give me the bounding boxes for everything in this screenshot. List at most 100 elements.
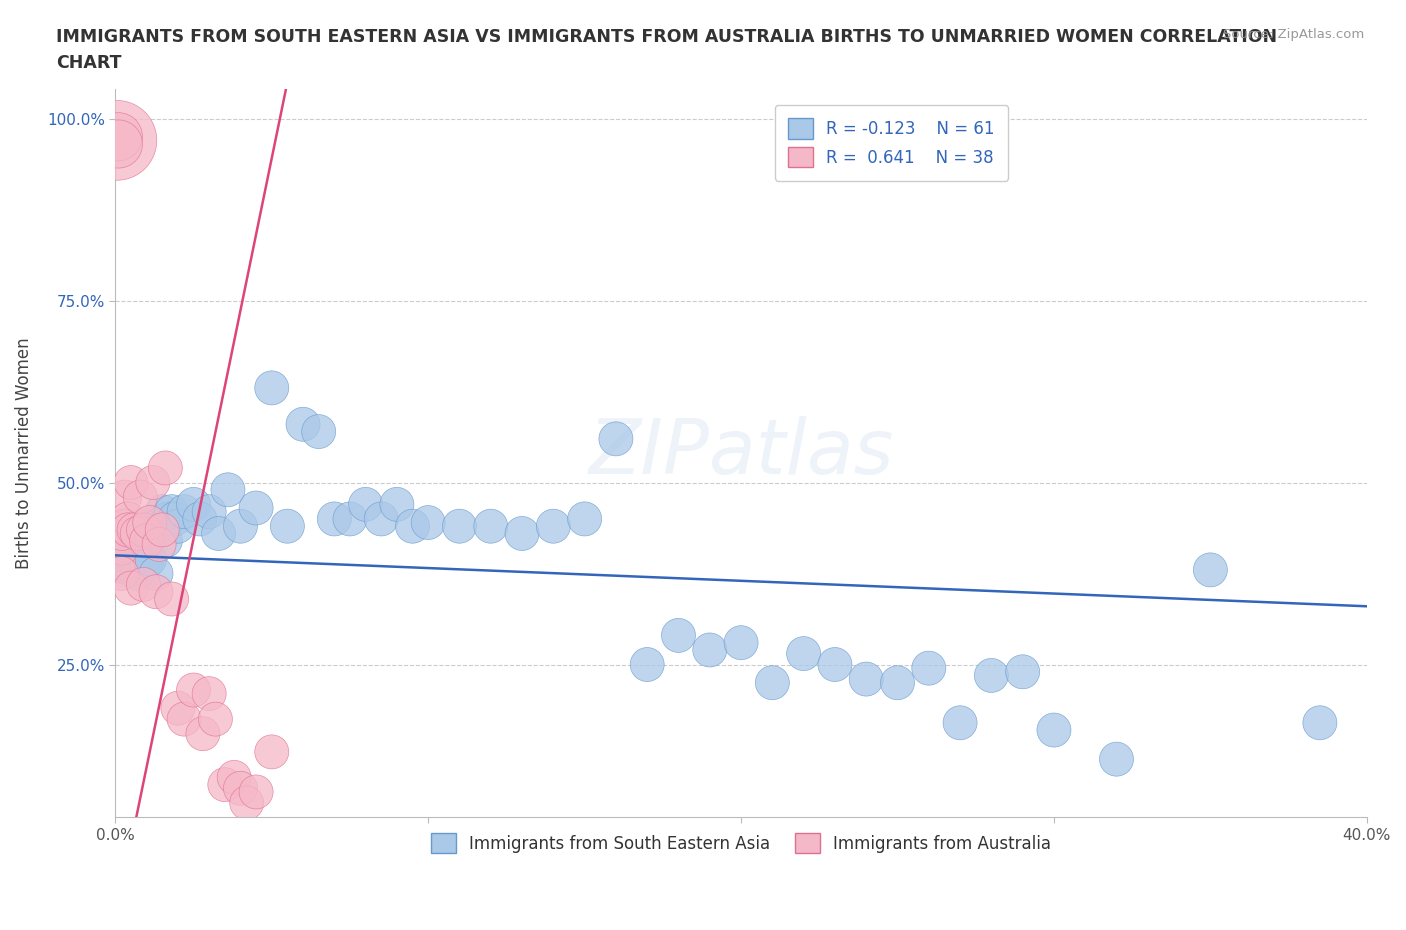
Point [107, 137, 129, 152]
Point [120, 580, 142, 595]
Point [107, 129, 129, 144]
Point [157, 512, 180, 526]
Point [886, 675, 908, 690]
Point [543, 519, 565, 534]
Point [142, 526, 165, 541]
Point [1043, 723, 1066, 737]
Point [207, 526, 229, 541]
Point [214, 777, 236, 792]
Point [110, 566, 132, 581]
Point [1309, 715, 1331, 730]
Point [418, 515, 440, 530]
Point [122, 551, 145, 566]
Point [229, 519, 252, 534]
Point [260, 744, 283, 759]
Point [160, 591, 183, 606]
Point [173, 711, 195, 726]
Point [191, 726, 214, 741]
Point [114, 519, 136, 534]
Point [145, 584, 167, 599]
Point [385, 497, 408, 512]
Point [449, 519, 471, 534]
Point [163, 512, 186, 526]
Point [699, 643, 721, 658]
Point [824, 658, 846, 672]
Point [1105, 751, 1128, 766]
Point [132, 519, 155, 534]
Point [160, 504, 183, 519]
Point [110, 526, 132, 541]
Point [155, 460, 177, 475]
Point [668, 628, 690, 643]
Point [793, 646, 815, 661]
Point [114, 489, 136, 504]
Point [605, 432, 627, 446]
Point [354, 497, 377, 512]
Y-axis label: Births to Unmarried Women: Births to Unmarried Women [15, 338, 32, 569]
Point [636, 658, 658, 672]
Point [167, 701, 190, 716]
Point [339, 512, 361, 526]
Point [155, 533, 177, 548]
Point [167, 519, 190, 534]
Point [401, 519, 423, 534]
Point [183, 497, 205, 512]
Point [188, 512, 211, 526]
Point [127, 566, 149, 581]
Point [198, 504, 221, 519]
Point [855, 671, 877, 686]
Point [145, 566, 167, 581]
Point [135, 555, 157, 570]
Point [173, 504, 195, 519]
Point [276, 519, 298, 534]
Point [132, 523, 155, 538]
Point [110, 559, 132, 574]
Point [117, 555, 139, 570]
Point [510, 526, 533, 541]
Point [918, 660, 941, 675]
Point [107, 555, 129, 570]
Point [730, 635, 752, 650]
Point [117, 512, 139, 526]
Point [204, 711, 226, 726]
Legend: Immigrants from South Eastern Asia, Immigrants from Australia: Immigrants from South Eastern Asia, Immi… [425, 827, 1059, 860]
Point [198, 686, 221, 701]
Point [183, 683, 205, 698]
Point [370, 512, 392, 526]
Point [110, 540, 132, 555]
Point [129, 537, 152, 551]
Point [224, 770, 246, 785]
Point [120, 475, 142, 490]
Point [1011, 664, 1033, 679]
Point [308, 424, 330, 439]
Point [127, 526, 149, 541]
Point [150, 504, 173, 519]
Point [1199, 563, 1222, 578]
Point [574, 512, 596, 526]
Text: IMMIGRANTS FROM SOUTH EASTERN ASIA VS IMMIGRANTS FROM AUSTRALIA BIRTHS TO UNMARR: IMMIGRANTS FROM SOUTH EASTERN ASIA VS IM… [56, 28, 1278, 73]
Point [292, 417, 315, 432]
Point [217, 483, 239, 498]
Text: Source: ZipAtlas.com: Source: ZipAtlas.com [1223, 28, 1364, 41]
Point [138, 515, 160, 530]
Point [114, 548, 136, 563]
Point [150, 523, 173, 538]
Point [260, 380, 283, 395]
Point [117, 523, 139, 538]
Point [142, 475, 165, 490]
Point [107, 551, 129, 566]
Point [229, 781, 252, 796]
Text: ZIPatlas: ZIPatlas [588, 417, 894, 490]
Point [949, 715, 972, 730]
Point [132, 577, 155, 591]
Point [122, 523, 145, 538]
Point [245, 500, 267, 515]
Point [235, 795, 257, 810]
Point [105, 133, 128, 148]
Point [761, 675, 783, 690]
Point [135, 533, 157, 548]
Point [129, 489, 152, 504]
Point [120, 563, 142, 578]
Point [245, 785, 267, 800]
Point [323, 512, 346, 526]
